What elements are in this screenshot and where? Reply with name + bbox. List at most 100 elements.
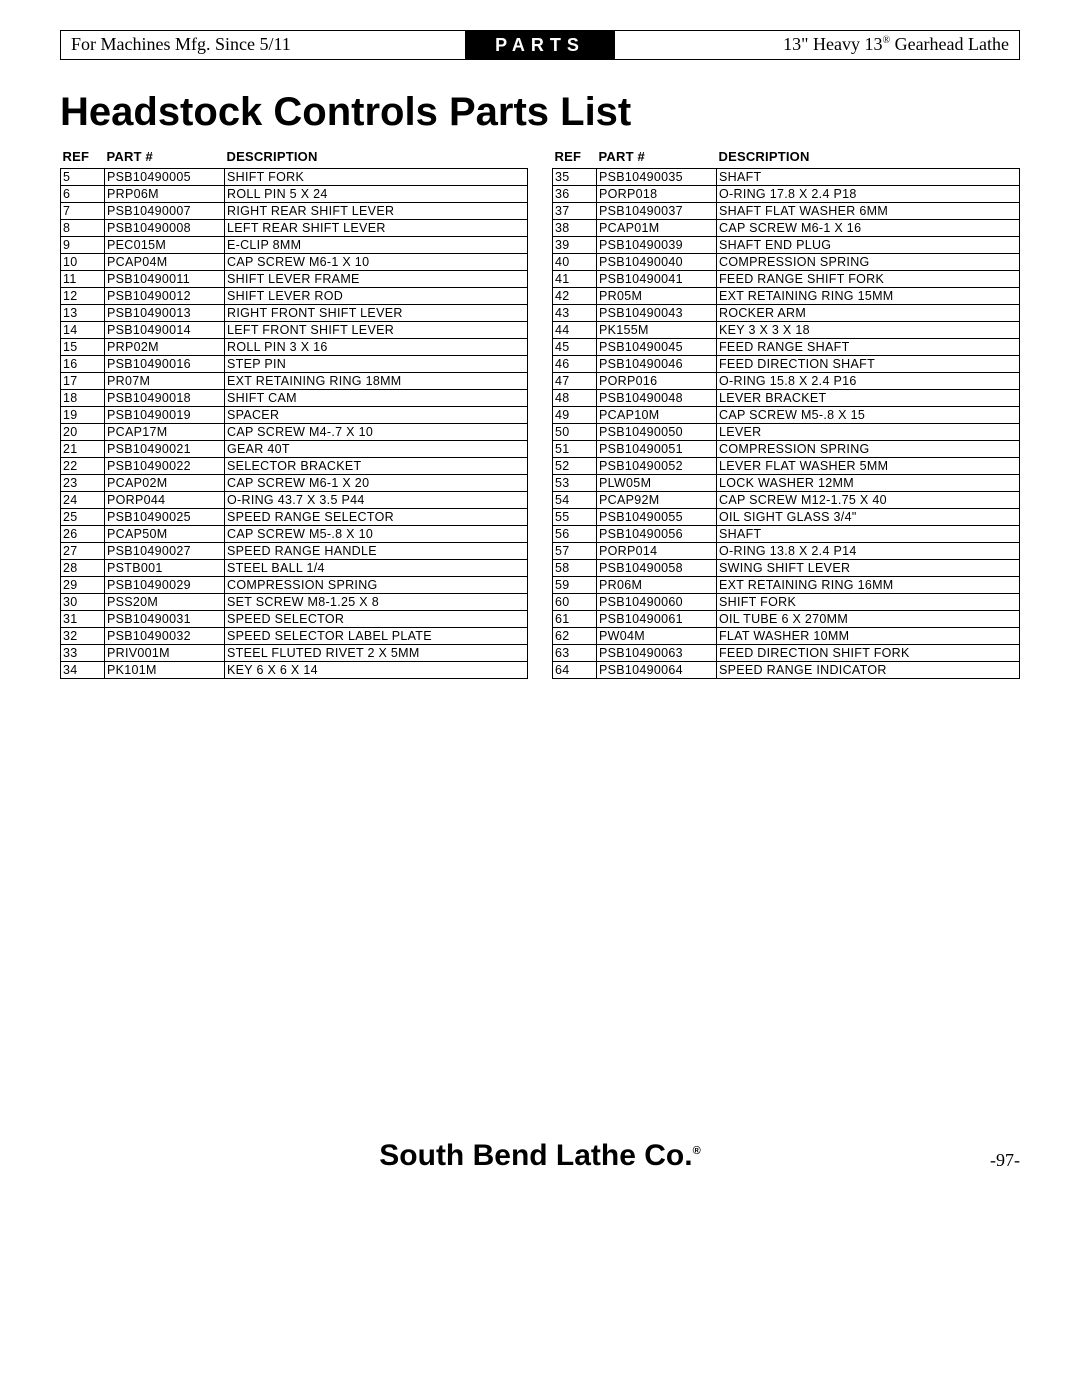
table-row: 25PSB10490025SPEED RANGE SELECTOR — [61, 509, 528, 526]
footer-page: -97- — [990, 1150, 1020, 1171]
cell-desc: CAP SCREW M4-.7 X 10 — [225, 424, 528, 441]
cell-desc: CAP SCREW M5-.8 X 15 — [717, 407, 1020, 424]
cell-desc: SPEED RANGE INDICATOR — [717, 662, 1020, 679]
table-row: 29PSB10490029COMPRESSION SPRING — [61, 577, 528, 594]
tables-wrap: REF PART # DESCRIPTION 5PSB10490005SHIFT… — [60, 147, 1020, 679]
cell-ref: 10 — [61, 254, 105, 271]
cell-ref: 60 — [553, 594, 597, 611]
cell-ref: 17 — [61, 373, 105, 390]
cell-ref: 48 — [553, 390, 597, 407]
cell-part: PSB10490008 — [105, 220, 225, 237]
footer: South Bend Lathe Co.® -97- — [60, 1139, 1020, 1173]
cell-desc: CAP SCREW M6-1 X 20 — [225, 475, 528, 492]
cell-desc: SHIFT CAM — [225, 390, 528, 407]
cell-part: PCAP17M — [105, 424, 225, 441]
cell-ref: 38 — [553, 220, 597, 237]
cell-part: PSB10490043 — [597, 305, 717, 322]
cell-ref: 13 — [61, 305, 105, 322]
cell-ref: 43 — [553, 305, 597, 322]
cell-desc: FEED RANGE SHIFT FORK — [717, 271, 1020, 288]
cell-part: PR06M — [597, 577, 717, 594]
table-row: 9PEC015ME-CLIP 8MM — [61, 237, 528, 254]
cell-desc: STEEL FLUTED RIVET 2 X 5MM — [225, 645, 528, 662]
table-row: 33PRIV001MSTEEL FLUTED RIVET 2 X 5MM — [61, 645, 528, 662]
footer-brand: South Bend Lathe Co.® — [379, 1139, 700, 1173]
cell-desc: ROCKER ARM — [717, 305, 1020, 322]
table-row: 32PSB10490032SPEED SELECTOR LABEL PLATE — [61, 628, 528, 645]
cell-part: PSB10490055 — [597, 509, 717, 526]
cell-part: PORP016 — [597, 373, 717, 390]
col-ref: REF — [61, 147, 105, 169]
page: For Machines Mfg. Since 5/11 PARTS 13" H… — [0, 0, 1080, 1213]
cell-ref: 31 — [61, 611, 105, 628]
cell-desc: OIL SIGHT GLASS 3/4" — [717, 509, 1020, 526]
table-row: 44PK155MKEY 3 X 3 X 18 — [553, 322, 1020, 339]
cell-part: PLW05M — [597, 475, 717, 492]
table-row: 8PSB10490008LEFT REAR SHIFT LEVER — [61, 220, 528, 237]
cell-ref: 40 — [553, 254, 597, 271]
cell-desc: STEP PIN — [225, 356, 528, 373]
cell-desc: OIL TUBE 6 X 270MM — [717, 611, 1020, 628]
cell-ref: 11 — [61, 271, 105, 288]
table-row: 24PORP044O-RING 43.7 X 3.5 P44 — [61, 492, 528, 509]
header-right-prefix: 13" Heavy 13 — [783, 34, 882, 54]
table-row: 20PCAP17MCAP SCREW M4-.7 X 10 — [61, 424, 528, 441]
table-row: 56PSB10490056SHAFT — [553, 526, 1020, 543]
cell-desc: SHIFT LEVER ROD — [225, 288, 528, 305]
cell-desc: SHAFT FLAT WASHER 6MM — [717, 203, 1020, 220]
cell-ref: 58 — [553, 560, 597, 577]
cell-part: PSB10490052 — [597, 458, 717, 475]
header-bar: For Machines Mfg. Since 5/11 PARTS 13" H… — [60, 30, 1020, 60]
cell-part: PCAP10M — [597, 407, 717, 424]
cell-desc: LEFT FRONT SHIFT LEVER — [225, 322, 528, 339]
cell-ref: 54 — [553, 492, 597, 509]
cell-part: PCAP04M — [105, 254, 225, 271]
table-row: 19PSB10490019SPACER — [61, 407, 528, 424]
cell-part: PSB10490022 — [105, 458, 225, 475]
cell-ref: 55 — [553, 509, 597, 526]
cell-ref: 56 — [553, 526, 597, 543]
cell-part: PSB10490041 — [597, 271, 717, 288]
cell-desc: SET SCREW M8-1.25 X 8 — [225, 594, 528, 611]
table-row: 51PSB10490051COMPRESSION SPRING — [553, 441, 1020, 458]
cell-ref: 28 — [61, 560, 105, 577]
cell-desc: SHAFT — [717, 526, 1020, 543]
cell-part: PSB10490039 — [597, 237, 717, 254]
cell-ref: 29 — [61, 577, 105, 594]
cell-ref: 7 — [61, 203, 105, 220]
cell-ref: 44 — [553, 322, 597, 339]
cell-part: PSB10490029 — [105, 577, 225, 594]
table-row: 46PSB10490046FEED DIRECTION SHAFT — [553, 356, 1020, 373]
cell-desc: LEVER FLAT WASHER 5MM — [717, 458, 1020, 475]
table-row: 26PCAP50MCAP SCREW M5-.8 X 10 — [61, 526, 528, 543]
cell-desc: KEY 6 X 6 X 14 — [225, 662, 528, 679]
cell-part: PSB10490025 — [105, 509, 225, 526]
cell-ref: 41 — [553, 271, 597, 288]
cell-ref: 35 — [553, 169, 597, 186]
cell-desc: ROLL PIN 3 X 16 — [225, 339, 528, 356]
cell-part: PSTB001 — [105, 560, 225, 577]
cell-desc: CAP SCREW M5-.8 X 10 — [225, 526, 528, 543]
cell-desc: E-CLIP 8MM — [225, 237, 528, 254]
cell-desc: O-RING 13.8 X 2.4 P14 — [717, 543, 1020, 560]
cell-part: PRP06M — [105, 186, 225, 203]
cell-ref: 63 — [553, 645, 597, 662]
table-row: 36PORP018O-RING 17.8 X 2.4 P18 — [553, 186, 1020, 203]
cell-part: PSB10490016 — [105, 356, 225, 373]
table-row: 22PSB10490022SELECTOR BRACKET — [61, 458, 528, 475]
cell-part: PSB10490032 — [105, 628, 225, 645]
cell-part: PSB10490060 — [597, 594, 717, 611]
table-row: 17PR07MEXT RETAINING RING 18MM — [61, 373, 528, 390]
cell-ref: 25 — [61, 509, 105, 526]
cell-desc: SELECTOR BRACKET — [225, 458, 528, 475]
table-row: 55PSB10490055OIL SIGHT GLASS 3/4" — [553, 509, 1020, 526]
cell-desc: GEAR 40T — [225, 441, 528, 458]
table-row: 54PCAP92MCAP SCREW M12-1.75 X 40 — [553, 492, 1020, 509]
table-row: 21PSB10490021GEAR 40T — [61, 441, 528, 458]
cell-desc: CAP SCREW M6-1 X 10 — [225, 254, 528, 271]
cell-part: PRIV001M — [105, 645, 225, 662]
cell-desc: CAP SCREW M6-1 X 16 — [717, 220, 1020, 237]
footer-brand-text: South Bend Lathe Co. — [379, 1139, 692, 1172]
parts-table-left: REF PART # DESCRIPTION 5PSB10490005SHIFT… — [60, 147, 528, 679]
header-center: PARTS — [465, 31, 615, 59]
